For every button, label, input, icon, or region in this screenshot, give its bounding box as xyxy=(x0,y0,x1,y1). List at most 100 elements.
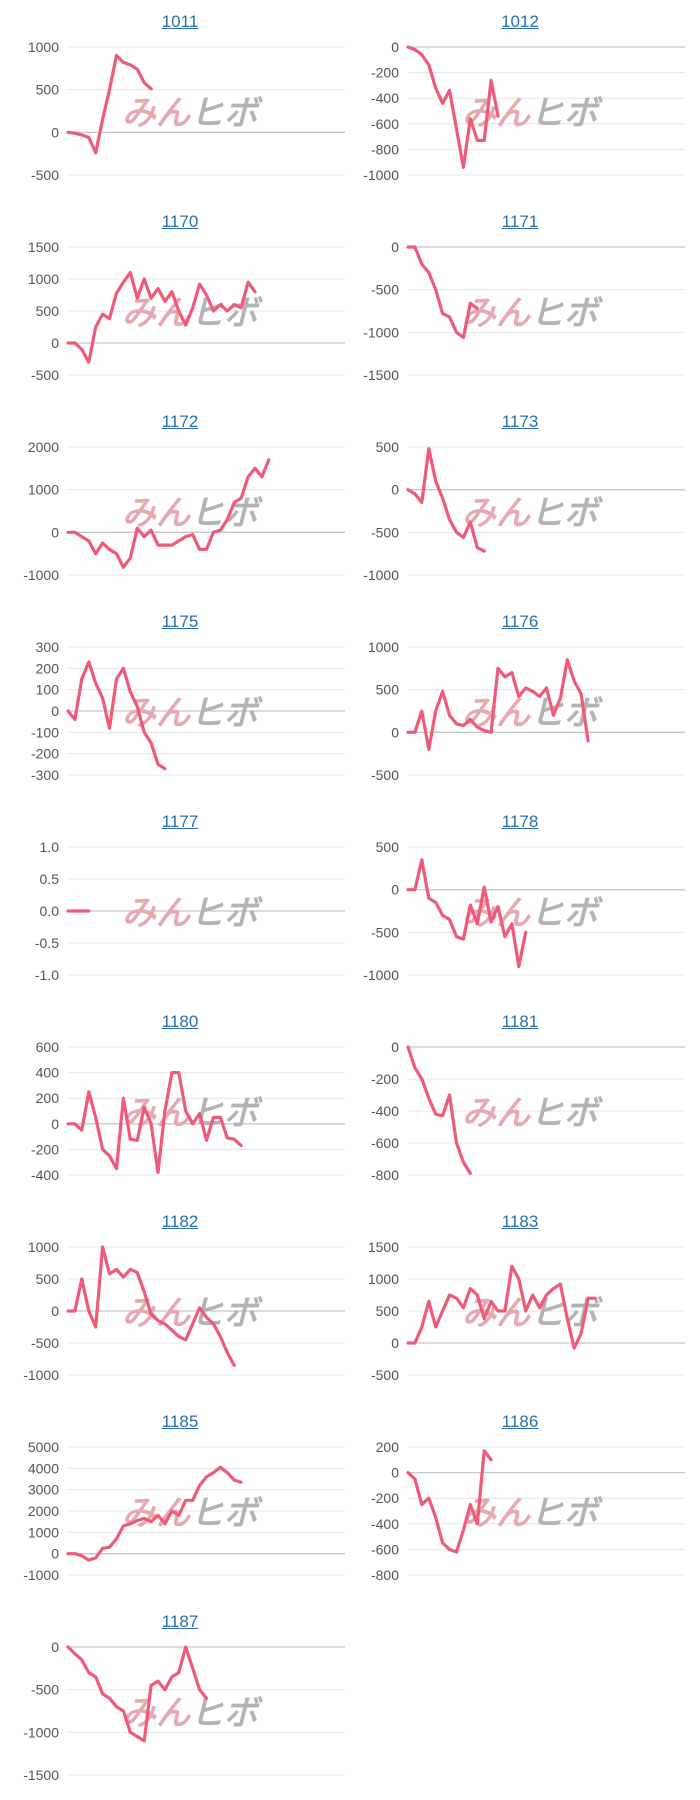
y-tick-label: -0.5 xyxy=(35,935,59,951)
watermark-left: みん xyxy=(122,493,191,533)
y-tick-label: -1000 xyxy=(363,167,399,183)
chart-title-link[interactable]: 1175 xyxy=(161,612,199,631)
watermark-right: ヒボ xyxy=(190,1293,263,1333)
y-tick-label: -500 xyxy=(31,367,59,383)
watermark-logo: みん ヒボ xyxy=(122,93,263,133)
y-tick-label: -1.0 xyxy=(35,967,59,983)
series-line xyxy=(406,858,528,969)
watermark-logo: みん ヒボ xyxy=(122,1493,263,1533)
y-tick-label: 1000 xyxy=(28,39,59,55)
chart-title-link[interactable]: 1182 xyxy=(161,1212,199,1231)
chart-panel-1171: 0 -500 -1000 -1500 みん ヒボ 1171 xyxy=(350,200,690,400)
watermark-right: ヒボ xyxy=(190,1493,263,1533)
y-tick-label: 0 xyxy=(391,1465,399,1481)
watermark-logo: みん ヒボ xyxy=(122,1693,263,1733)
watermark-left: みん xyxy=(122,1293,191,1333)
y-tick-label: 2000 xyxy=(28,1503,59,1519)
y-tick-label: 1000 xyxy=(28,271,59,287)
chart-panel-1170: 1500 1000 500 0 -500 みん ヒボ 1170 xyxy=(10,200,350,400)
watermark-left: みん xyxy=(462,493,531,533)
chart-panel-1181: 0 -200 -400 -600 -800 みん ヒボ 1181 xyxy=(350,1000,690,1200)
y-tick-label: 0 xyxy=(51,703,59,719)
chart-panel-1183: 1500 1000 500 0 -500 みん ヒボ 1183 xyxy=(350,1200,690,1400)
y-tick-label: -500 xyxy=(371,767,399,783)
y-tick-label: -1000 xyxy=(363,967,399,983)
y-tick-label: -1500 xyxy=(363,367,399,383)
y-tick-label: -800 xyxy=(371,1567,399,1583)
y-tick-label: 5000 xyxy=(28,1439,59,1455)
chart-panel-1177: 1.0 0.5 0.0 -0.5 -1.0 みん ヒボ 1177 xyxy=(10,800,350,1000)
y-tick-label: -200 xyxy=(31,746,59,762)
y-tick-label: -1000 xyxy=(23,1724,59,1740)
chart-panel-1172: 2000 1000 0 -1000 みん ヒボ 1172 xyxy=(10,400,350,600)
y-tick-label: -200 xyxy=(371,1071,399,1087)
chart-panel-1180: 600 400 200 0 -200 -400 みん ヒボ 1180 xyxy=(10,1000,350,1200)
watermark-right: ヒボ xyxy=(530,293,603,333)
chart-title-link[interactable]: 1172 xyxy=(161,412,199,431)
watermark-right: ヒボ xyxy=(190,493,263,533)
chart-title-link[interactable]: 1177 xyxy=(161,812,199,831)
y-tick-label: -1000 xyxy=(363,324,399,340)
chart-title-link[interactable]: 1181 xyxy=(501,1012,539,1031)
chart-title-link[interactable]: 1187 xyxy=(161,1612,199,1631)
chart-title-link[interactable]: 1185 xyxy=(161,1412,199,1431)
y-tick-label: -500 xyxy=(371,924,399,940)
y-tick-label: 1000 xyxy=(368,639,399,655)
series-line xyxy=(66,270,257,364)
chart-svg: 0 -500 -1000 -1500 みん ヒボ xyxy=(363,239,685,383)
watermark-logo: みん ヒボ xyxy=(122,1293,263,1333)
chart-title-link[interactable]: 1183 xyxy=(501,1212,539,1231)
watermark-logo: みん ヒボ xyxy=(462,1493,603,1533)
y-tick-label: -600 xyxy=(371,116,399,132)
chart-title-link[interactable]: 1012 xyxy=(501,12,539,31)
series-line xyxy=(406,658,590,751)
watermark-right: ヒボ xyxy=(190,293,263,333)
watermark-logo: みん ヒボ xyxy=(462,493,603,533)
y-tick-label: -400 xyxy=(31,1167,59,1183)
chart-title-link[interactable]: 1173 xyxy=(501,412,539,431)
y-tick-label: 3000 xyxy=(28,1482,59,1498)
watermark-right: ヒボ xyxy=(530,493,603,533)
y-tick-label: 4000 xyxy=(28,1460,59,1476)
y-tick-label: -500 xyxy=(31,167,59,183)
watermark-right: ヒボ xyxy=(530,693,603,733)
y-tick-label: 500 xyxy=(376,682,400,698)
chart-title-link[interactable]: 1011 xyxy=(161,12,199,31)
watermark-logo: みん ヒボ xyxy=(122,293,263,333)
y-tick-label: -300 xyxy=(31,767,59,783)
y-tick-label: 500 xyxy=(376,1303,400,1319)
y-tick-label: 0 xyxy=(391,882,399,898)
chart-title-link[interactable]: 1178 xyxy=(501,812,539,831)
y-tick-label: 500 xyxy=(376,439,400,455)
series-line xyxy=(406,1045,472,1175)
chart-title-link[interactable]: 1170 xyxy=(161,212,199,231)
series-line xyxy=(66,458,271,569)
y-tick-label: -800 xyxy=(371,141,399,157)
y-tick-label: -600 xyxy=(371,1541,399,1557)
y-tick-label: 0 xyxy=(391,1335,399,1351)
chart-title-link[interactable]: 1180 xyxy=(161,1012,199,1031)
series-line xyxy=(406,1449,493,1554)
y-tick-label: -1000 xyxy=(23,567,59,583)
chart-title-link[interactable]: 1171 xyxy=(501,212,539,231)
chart-panel-1176: 1000 500 0 -500 みん ヒボ 1176 xyxy=(350,600,690,800)
series-line xyxy=(66,660,167,771)
watermark-logo: みん ヒボ xyxy=(462,293,603,333)
y-tick-label: -200 xyxy=(371,65,399,81)
chart-title-link[interactable]: 1186 xyxy=(501,1412,539,1431)
y-tick-label: -400 xyxy=(371,90,399,106)
y-tick-label: 0 xyxy=(51,335,59,351)
y-tick-label: -1000 xyxy=(23,1567,59,1583)
chart-svg: 5000 4000 3000 2000 1000 0 -1000 みん ヒボ xyxy=(23,1439,345,1583)
y-tick-label: 0 xyxy=(391,724,399,740)
watermark-left: みん xyxy=(462,1093,531,1133)
chart-title-link[interactable]: 1176 xyxy=(501,612,539,631)
y-tick-label: 0.5 xyxy=(40,871,60,887)
y-tick-label: 400 xyxy=(36,1065,60,1081)
chart-panel-1175: 300 200 100 0 -100 -200 -300 みん ヒボ 1175 xyxy=(10,600,350,800)
y-tick-label: 0 xyxy=(391,239,399,255)
watermark-logo: みん ヒボ xyxy=(462,1293,603,1333)
y-tick-label: 0 xyxy=(51,524,59,540)
